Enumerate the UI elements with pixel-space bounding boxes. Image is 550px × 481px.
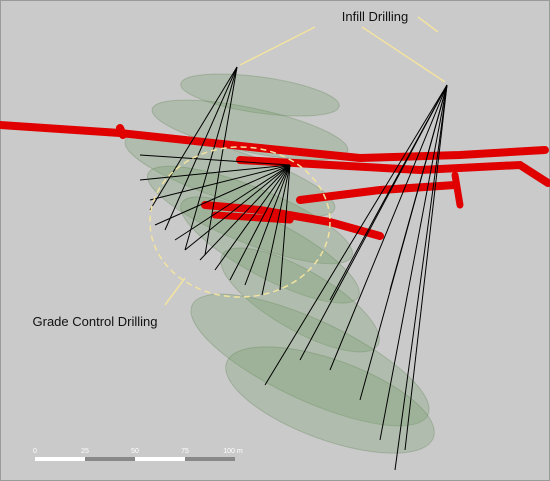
workings (0, 121, 550, 240)
scale-label: 50 (131, 448, 139, 455)
scale-label: 0 (33, 448, 37, 455)
scale-label: 25 (81, 448, 89, 455)
scale-bar: 0 25 50 75 100 m (33, 448, 243, 461)
drill-holes (139, 66, 448, 471)
grade-control-outline (149, 146, 331, 298)
scale-label: 100 m (223, 448, 243, 455)
scale-label: 75 (181, 448, 189, 455)
infill-label: Infill Drilling (342, 9, 408, 24)
grade-control-label: Grade Control Drilling (33, 314, 158, 329)
leader-lines (164, 16, 446, 306)
